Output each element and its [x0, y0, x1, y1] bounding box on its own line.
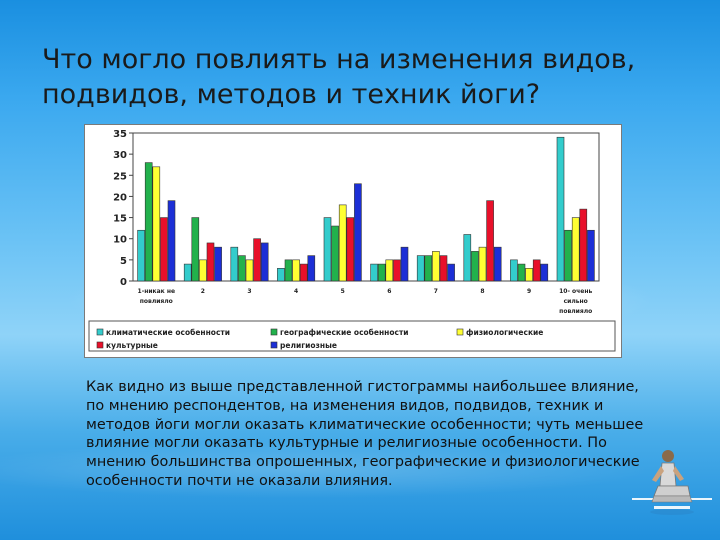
bar — [416, 255, 425, 282]
legend-swatch — [270, 328, 278, 336]
bar — [292, 259, 300, 282]
bar — [230, 246, 239, 282]
slide-title: Что могло повлиять на изменения видов, п… — [42, 42, 682, 112]
bar — [160, 217, 168, 282]
slide-body-text: Как видно из выше представленной гистогр… — [86, 379, 644, 489]
bar — [463, 234, 472, 282]
x-tick-label: 6 — [387, 288, 391, 295]
bar — [346, 217, 355, 282]
bar — [354, 183, 362, 282]
bar-chart-panel: 0 5 10 15 20 25 30 35 1-никак не повлияло 2 3 4 5 6 7 8 9… — [84, 124, 622, 358]
legend-swatch — [96, 328, 104, 336]
x-tick-label: 9 — [527, 288, 531, 295]
y-tick-label: 35 — [113, 129, 127, 140]
legend-box — [88, 320, 616, 352]
legend-swatch — [270, 341, 278, 349]
x-tick-label: 3 — [247, 288, 251, 295]
bar — [137, 229, 145, 282]
legend-swatch — [96, 341, 104, 349]
legend-label: культурные — [106, 341, 158, 350]
legend-label: климатические особенности — [106, 328, 230, 337]
bar — [439, 255, 448, 282]
x-tick-label: 4 — [294, 288, 298, 295]
x-tick-label: 7 — [434, 288, 438, 295]
bar — [424, 255, 433, 282]
x-tick-label: 1-никак не — [138, 288, 176, 295]
legend-label: религиозные — [280, 341, 337, 350]
y-tick-label: 20 — [113, 192, 127, 203]
bar — [299, 263, 308, 282]
yoga-figure-icon — [632, 450, 712, 515]
x-tick-label: 8 — [480, 288, 484, 295]
bar — [331, 225, 339, 282]
legend-label: физиологические — [466, 328, 543, 337]
bar — [510, 259, 518, 282]
bar — [277, 268, 285, 282]
bar — [152, 166, 161, 282]
y-tick-label: 0 — [120, 277, 127, 288]
bar — [167, 200, 176, 282]
legend-label: географические особенности — [280, 328, 409, 337]
bar — [253, 238, 261, 282]
bar — [191, 217, 200, 282]
bar — [338, 204, 347, 282]
bar — [206, 242, 215, 282]
bar — [393, 259, 401, 282]
x-tick-label: 10- очень — [559, 288, 592, 295]
bar — [260, 242, 269, 282]
bar — [323, 217, 332, 282]
title-line-1: Что могло повлиять на изменения видов, — [42, 44, 636, 75]
y-tick-label: 10 — [113, 235, 127, 246]
bar — [245, 259, 254, 282]
bar — [486, 200, 494, 282]
bar — [238, 255, 246, 282]
y-tick-label: 15 — [113, 214, 127, 225]
bar — [564, 229, 572, 282]
bar — [385, 259, 394, 282]
x-tick-label: повлияло — [559, 308, 592, 315]
plot-area — [132, 132, 600, 282]
bar — [377, 263, 386, 282]
y-tick-label: 25 — [113, 171, 127, 182]
bar — [307, 255, 316, 282]
bar — [471, 251, 479, 282]
bar — [284, 259, 293, 282]
bar — [525, 268, 533, 282]
bar-chart: 0 5 10 15 20 25 30 35 1-никак не повлияло 2 3 4 5 6 7 8 9… — [88, 129, 616, 352]
bar — [183, 263, 192, 282]
bar — [556, 136, 565, 282]
y-tick-label: 5 — [120, 256, 127, 267]
bar — [517, 263, 526, 282]
bar — [370, 263, 378, 282]
bar — [144, 162, 153, 282]
bar — [214, 246, 222, 282]
x-tick-label: 5 — [341, 288, 345, 295]
bar — [587, 229, 595, 282]
bar — [571, 217, 580, 282]
bar — [199, 259, 207, 282]
bar — [540, 263, 549, 282]
y-tick-label: 30 — [113, 150, 127, 161]
bar — [478, 246, 487, 282]
bar — [432, 251, 440, 282]
legend-swatch — [456, 328, 464, 336]
x-tick-label: сильно — [564, 298, 588, 305]
x-tick-label: повлияло — [140, 298, 173, 305]
bar — [532, 259, 541, 282]
x-tick-label: 2 — [201, 288, 205, 295]
bar — [493, 246, 502, 282]
bar — [579, 208, 588, 282]
bar — [447, 263, 455, 282]
bar — [400, 246, 409, 282]
title-line-2: подвидов, методов и техник йоги? — [42, 79, 541, 110]
